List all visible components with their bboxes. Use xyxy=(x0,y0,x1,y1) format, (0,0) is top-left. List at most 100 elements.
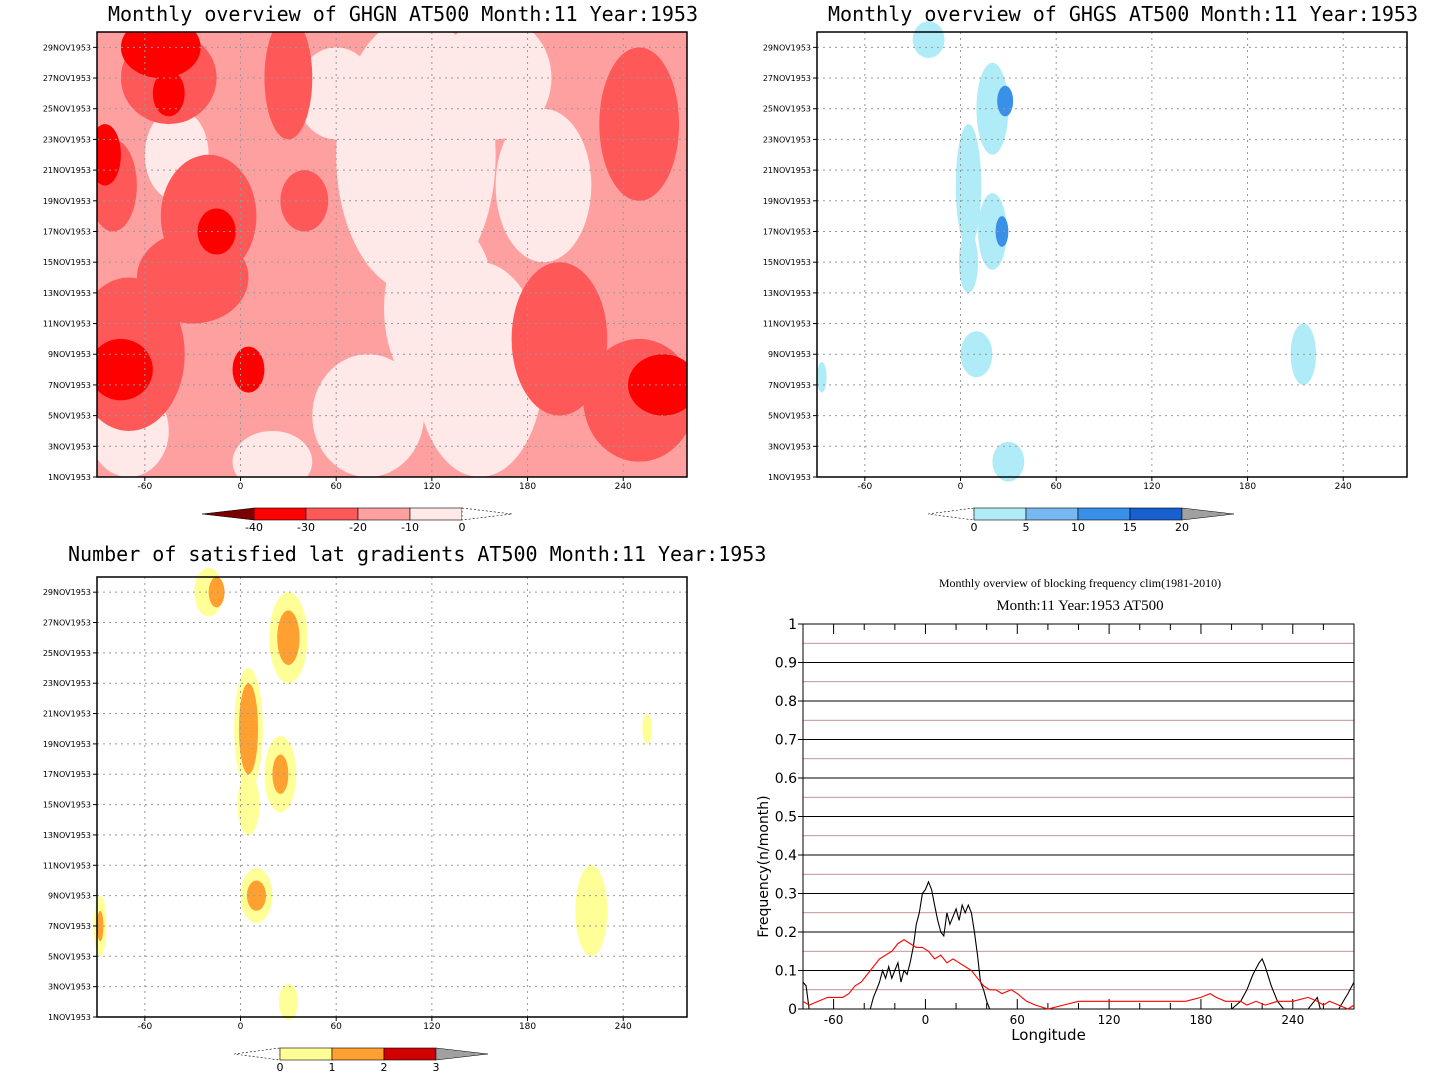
grad-xtick-label: 60 xyxy=(330,1022,342,1032)
ghgs-positive-region xyxy=(955,124,982,247)
ghgn-light-region xyxy=(439,32,552,140)
ghgn-ytick-label: 25NOV1953 xyxy=(43,105,91,114)
ghgs-xtick-label: 180 xyxy=(1239,482,1256,492)
freq-ytick-label: 0.8 xyxy=(775,694,797,710)
freq-xtick-label: 120 xyxy=(1098,1013,1121,1027)
ghgs-cbar-seg xyxy=(973,507,1027,521)
freq-title: Monthly overview of blocking frequency c… xyxy=(938,576,1222,590)
freq-subtitle: Month:11 Year:1953 AT500 xyxy=(996,598,1164,614)
ghgn-ytick-label: 9NOV1953 xyxy=(48,350,91,359)
ghgs-xtick-label: 0 xyxy=(958,482,964,492)
ghgs-xtick-label: -60 xyxy=(857,482,872,492)
ghgs-xtick-label: 240 xyxy=(1335,482,1352,492)
grad-two-region xyxy=(238,683,259,775)
grad-panel: Number of satisfied lat gradients AT500 … xyxy=(0,540,767,1091)
freq-xtick-label: 0 xyxy=(922,1013,930,1027)
freq-ytick-label: 0 xyxy=(788,1002,797,1018)
grad-cbar-label: 2 xyxy=(381,1061,388,1074)
ghgn-ytick-label: 19NOV1953 xyxy=(43,197,91,206)
freq-ytick-label: 0.7 xyxy=(775,733,797,749)
grad-heatmap: -60 0 60 120 180 2401NOV19533NOV19535NOV19537… xyxy=(43,567,688,1074)
grad-cbar-label: 3 xyxy=(433,1061,440,1074)
freq-xtick-label: 180 xyxy=(1189,1013,1212,1027)
ghgn-xtick-label: 240 xyxy=(615,482,632,492)
ghgn-heatmap: -60 0 60 120 180 240 1NOV1953 3NOV1953 5NOV1953 7… xyxy=(43,31,688,534)
ghgn-ytick-label: 17NOV1953 xyxy=(43,227,91,236)
ghgn-cbar-label: -20 xyxy=(349,521,367,534)
grad-two-region xyxy=(277,610,300,665)
ghgn-cbar-seg xyxy=(305,507,359,521)
grad-ytick-label: 15NOV1953 xyxy=(43,801,91,810)
ghgs-ytick-label: 21NOV1953 xyxy=(763,166,811,175)
grad-ytick-label: 1NOV1953 xyxy=(48,1013,91,1022)
ghgs-xtick-label: 120 xyxy=(1143,482,1160,492)
grad-ytick-label: 27NOV1953 xyxy=(43,619,91,628)
freq-ytick-label: 0.5 xyxy=(775,810,797,826)
ghgn-cbar-label: 0 xyxy=(459,521,466,534)
ghgn-ytick-label: 3NOV1953 xyxy=(48,442,91,451)
ghgn-cbar-left-tri xyxy=(201,507,255,521)
ghgn-cbar-label: -30 xyxy=(297,521,315,534)
ghgn-ytick-label: 11NOV1953 xyxy=(43,320,91,329)
ghgn-frame xyxy=(96,31,688,478)
ghgn-xtick-label: 180 xyxy=(519,482,536,492)
grad-frame xyxy=(96,576,688,1018)
ghgs-cbar-label: 15 xyxy=(1123,521,1137,534)
ghgs-ytick-label: 3NOV1953 xyxy=(768,442,811,451)
ghgs-ytick-label: 5NOV1953 xyxy=(768,412,811,421)
ghgs-grid xyxy=(817,32,1407,478)
grad-cbar-left-tri xyxy=(233,1047,281,1061)
ghgs-xtick-label: 60 xyxy=(1050,482,1062,492)
ghgn-medium-region xyxy=(136,231,249,324)
freq-series-climatology xyxy=(802,939,1355,1010)
grad-xtick-label: 180 xyxy=(519,1022,536,1032)
ghgs-ytick-label: 7NOV1953 xyxy=(768,381,811,390)
ghgn-strong-region xyxy=(232,346,265,393)
ghgs-frame xyxy=(816,31,1408,478)
ghgs-ytick-label: 29NOV1953 xyxy=(763,43,811,52)
grad-ytick-label: 3NOV1953 xyxy=(48,983,91,992)
ghgn-cbar-seg xyxy=(357,507,411,521)
ghgs-field xyxy=(817,21,1317,482)
ghgs-strong-region xyxy=(997,85,1014,117)
ghgs-heatmap: -60 0 60 120 180 240 1NOV1953 3NOV1953 5NOV1953 7… xyxy=(763,21,1408,534)
ghgn-strong-region xyxy=(97,338,153,401)
ghgs-cbar-seg xyxy=(1129,507,1183,521)
ghgs-cbar-left-tri xyxy=(927,507,975,521)
ghgn-panel: Monthly overview of GHGN AT500 Month:11 … xyxy=(0,0,720,540)
grad-ytick-label: 17NOV1953 xyxy=(43,770,91,779)
ghgs-cbar-label: 10 xyxy=(1071,521,1085,534)
ghgn-grid xyxy=(97,32,687,478)
freq-ytick-label: 0.1 xyxy=(775,964,797,980)
ghgn-cbar-right-tri xyxy=(461,507,513,521)
ghgs-ytick-label: 11NOV1953 xyxy=(763,320,811,329)
grad-xtick-label: 120 xyxy=(423,1022,440,1032)
ghgs-ytick-label: 9NOV1953 xyxy=(768,350,811,359)
grad-ytick-label: 11NOV1953 xyxy=(43,861,91,870)
freq-ytick-label: 0.3 xyxy=(775,887,797,903)
ghgs-cbar-label: 0 xyxy=(971,521,978,534)
ghgs-cbar-right-tri xyxy=(1181,507,1235,521)
grad-cbar-seg xyxy=(383,1047,437,1061)
grad-cbar-seg xyxy=(279,1047,333,1061)
freq-line-chart: 0 0.1 0.2 0.3 0.4 0.5 0.6 0.7 0.8 0.9 1 -60 0 60 120 18… xyxy=(756,617,1355,1044)
ghgn-ytick-label: 27NOV1953 xyxy=(43,74,91,83)
ghgn-xtick-label: 0 xyxy=(238,482,244,492)
ghgn-ytick-label: 23NOV1953 xyxy=(43,135,91,144)
grad-ytick-label: 23NOV1953 xyxy=(43,679,91,688)
grad-field xyxy=(93,567,652,1021)
grad-cbar-label: 0 xyxy=(277,1061,284,1074)
ghgs-ytick-label: 25NOV1953 xyxy=(763,105,811,114)
ghgn-medium-region xyxy=(599,47,680,201)
grad-one-region xyxy=(278,983,298,1021)
ghgn-light-region xyxy=(495,108,592,263)
ghgs-ytick-label: 17NOV1953 xyxy=(763,227,811,236)
ghgn-cbar-label: -40 xyxy=(245,521,263,534)
ghgn-cbar-seg xyxy=(409,507,463,521)
ghgs-positive-region xyxy=(817,361,827,393)
ghgs-cbar-seg xyxy=(1077,507,1131,521)
grad-one-region xyxy=(642,713,652,744)
ghgs-cbar-label: 5 xyxy=(1023,521,1030,534)
grad-cbar-label: 1 xyxy=(329,1061,336,1074)
ghgn-ytick-label: 5NOV1953 xyxy=(48,412,91,421)
